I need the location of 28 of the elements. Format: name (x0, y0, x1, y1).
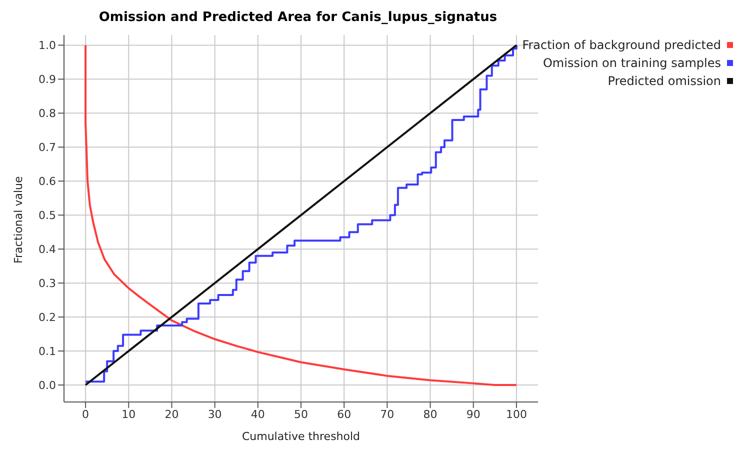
x-tick-label: 30 (208, 408, 222, 421)
y-tick-label: 0.8 (38, 107, 56, 120)
legend-label: Predicted omission (608, 74, 721, 88)
y-tick-label: 0.1 (38, 344, 56, 358)
x-tick-label: 50 (294, 408, 308, 421)
y-tick-label: 1.0 (38, 39, 56, 52)
y-tick-label: 0.4 (38, 242, 56, 256)
y-tick-label: 0.2 (38, 310, 56, 324)
legend-label: Omission on training samples (542, 56, 721, 70)
x-tick-label: 90 (466, 408, 480, 421)
x-tick-label: 100 (506, 408, 527, 421)
x-tick-label: 70 (380, 408, 394, 421)
y-tick-label: 0.6 (38, 175, 56, 188)
y-tick-label: 0.3 (38, 276, 56, 290)
x-tick-label: 40 (250, 408, 265, 421)
x-tick-label: 60 (337, 408, 352, 421)
y-tick-label: 0.7 (38, 141, 56, 154)
y-tick-label: 0.0 (38, 378, 56, 392)
x-axis-title: Cumulative threshold (242, 430, 360, 443)
y-axis-title: Fractional value (12, 176, 25, 264)
x-tick-label: 20 (164, 408, 179, 421)
x-tick-label: 80 (423, 408, 438, 421)
x-tick-label: 10 (122, 408, 136, 421)
y-tick-label: 0.5 (38, 209, 56, 222)
legend-label: Fraction of background predicted (522, 38, 721, 52)
y-tick-label: 0.9 (38, 73, 56, 86)
x-tick-label: 0 (82, 408, 90, 421)
chart-title: Omission and Predicted Area for Canis_lupus_signatus (98, 10, 498, 25)
